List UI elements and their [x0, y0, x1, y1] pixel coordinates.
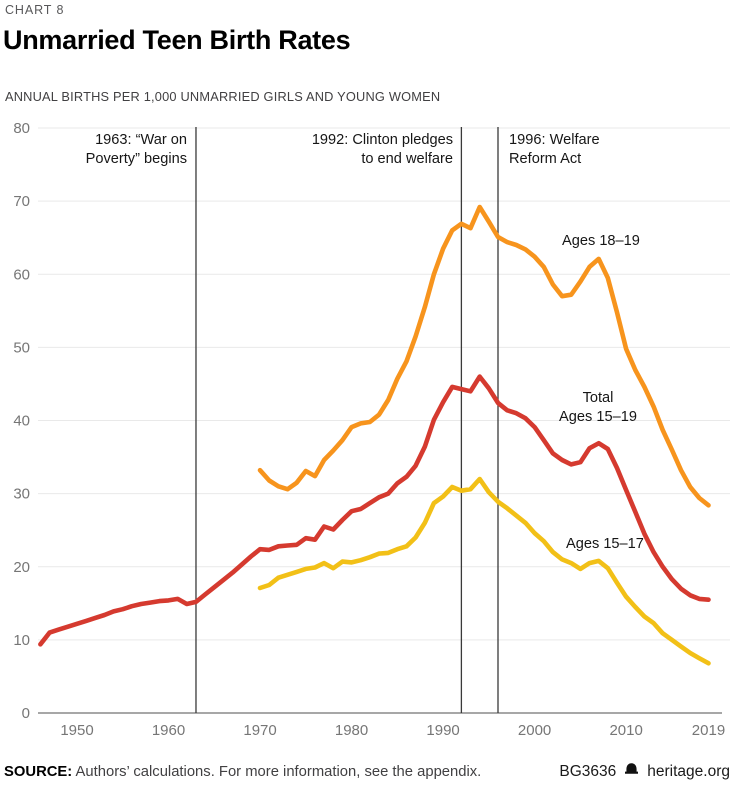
line-total-ages-15-19 — [38, 374, 711, 647]
y-tick-20: 20 — [13, 559, 30, 576]
x-tick-1970: 1970 — [243, 722, 276, 739]
y-tick-60: 60 — [13, 266, 30, 283]
publisher-credit: BG3636 heritage.org — [559, 762, 730, 782]
site-name: heritage.org — [647, 763, 730, 780]
x-tick-2010: 2010 — [609, 722, 642, 739]
source-note: SOURCE: Authors’ calculations. For more … — [4, 764, 481, 780]
annotation-line: to end welfare — [361, 150, 453, 167]
chart-svg: 0 10 20 30 40 50 60 70 80 1950 1960 1970 1980 1990 200… — [13, 120, 730, 739]
annotation-line: Reform Act — [509, 150, 582, 167]
x-tick-1980: 1980 — [335, 722, 368, 739]
x-tick-1990: 1990 — [426, 722, 459, 739]
annotation-1992-clinton-pledge: 1992: Clinton pledges to end welfare — [312, 131, 453, 168]
series-label-ages-15-17: Ages 15–17 — [566, 536, 644, 552]
chart-kicker: CHART 8 — [5, 3, 65, 17]
annotation-line: Poverty” begins — [85, 150, 187, 167]
annotation-line: 1992: Clinton pledges — [311, 132, 453, 148]
report-id: BG3636 — [559, 763, 617, 780]
x-tick-2000: 2000 — [518, 722, 551, 739]
y-tick-40: 40 — [13, 413, 30, 430]
y-tick-30: 30 — [13, 486, 30, 503]
y-tick-50: 50 — [13, 339, 30, 356]
annotation-line: 1996: Welfare — [509, 132, 600, 148]
annotation-1996-welfare-reform: 1996: Welfare Reform Act — [509, 131, 600, 168]
source-text: Authors’ calculations. For more informat… — [75, 764, 482, 780]
chart-area: 0 10 20 30 40 50 60 70 80 1950 1960 1970 1980 1990 200… — [0, 120, 734, 760]
series-label-ages-18-19: Ages 18–19 — [562, 233, 640, 249]
y-tick-10: 10 — [13, 632, 30, 649]
y-tick-80: 80 — [13, 120, 30, 137]
chart-subtitle: ANNUAL BIRTHS PER 1,000 UNMARRIED GIRLS … — [5, 89, 441, 104]
source-label: SOURCE: — [4, 764, 73, 780]
x-tick-1960: 1960 — [152, 722, 185, 739]
page-title: Unmarried Teen Birth Rates — [3, 25, 351, 55]
series-label-total-ages-15-19: Total Ages 15–19 — [559, 390, 637, 425]
annotation-1963-war-on-poverty: 1963: “War on Poverty” begins — [86, 131, 187, 168]
line-ages-15-17 — [257, 476, 711, 666]
x-tick-1950: 1950 — [60, 722, 93, 739]
annotation-line: 1963: “War on — [95, 132, 187, 148]
chart-footer: SOURCE: Authors’ calculations. For more … — [4, 762, 730, 782]
y-tick-0: 0 — [22, 705, 30, 722]
x-tick-2019: 2019 — [692, 722, 725, 739]
line-ages-18-19 — [257, 204, 711, 508]
y-tick-70: 70 — [13, 193, 30, 210]
liberty-bell-icon — [623, 762, 640, 782]
